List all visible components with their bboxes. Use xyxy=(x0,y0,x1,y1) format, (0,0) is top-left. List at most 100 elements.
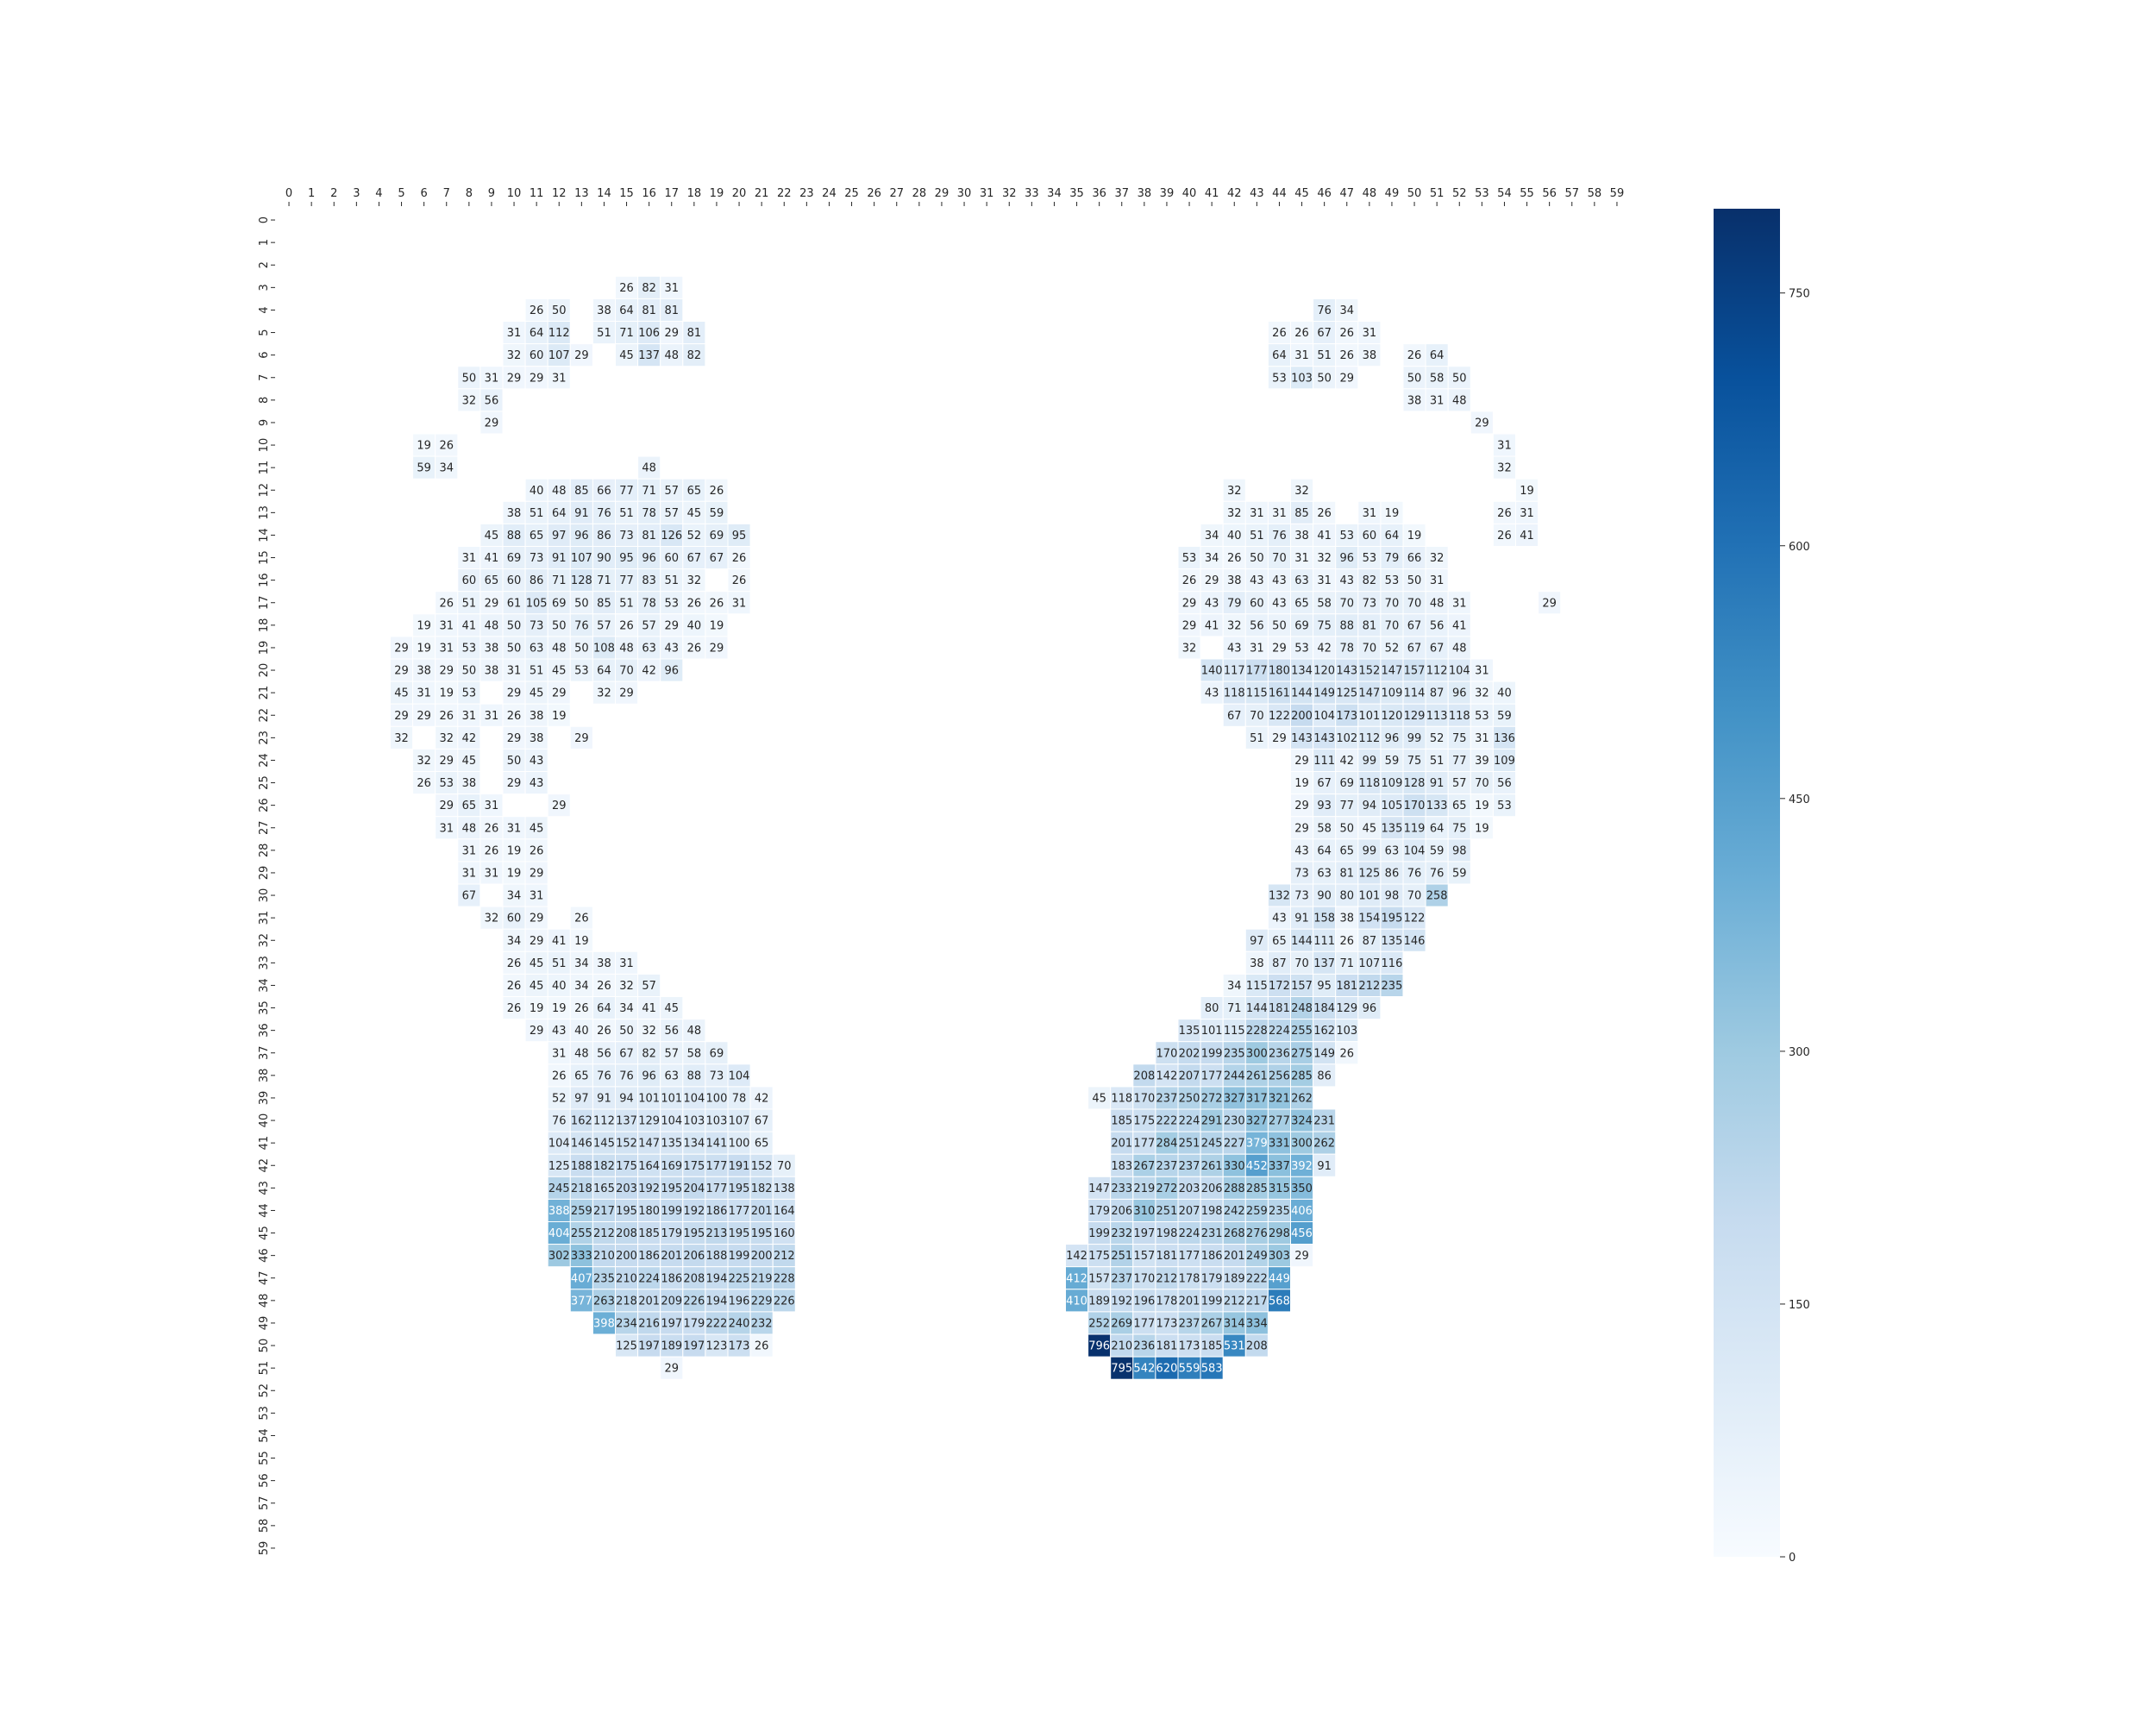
cell-value-label: 143 xyxy=(1291,732,1313,745)
cell-value-label: 26 xyxy=(1407,349,1422,362)
cell-value-label: 48 xyxy=(462,822,477,835)
heatmap-cell xyxy=(457,748,481,773)
x-tick-label: 47 xyxy=(1339,187,1354,200)
cell-value-label: 178 xyxy=(1179,1272,1200,1285)
heatmap-cell xyxy=(1200,1108,1224,1132)
cell-value-label: 71 xyxy=(1339,957,1354,970)
cell-value-label: 59 xyxy=(1430,844,1445,857)
cell-value-label: 39 xyxy=(1475,755,1489,768)
heatmap-cell xyxy=(772,1198,796,1223)
y-tick-label: 19 xyxy=(258,641,271,656)
heatmap-cell xyxy=(1267,1153,1292,1177)
cell-value-label: 251 xyxy=(1156,1205,1178,1218)
cell-value-label: 152 xyxy=(1358,665,1380,678)
y-tick-label: 16 xyxy=(258,573,271,587)
cell-value-label: 188 xyxy=(706,1250,728,1263)
cell-value-label: 60 xyxy=(462,574,477,587)
cell-value-label: 87 xyxy=(1430,687,1445,700)
cell-value-label: 45 xyxy=(664,1002,679,1015)
heatmap-cell xyxy=(1335,523,1359,548)
cell-value-label: 70 xyxy=(1407,890,1422,903)
cell-value-label: 300 xyxy=(1291,1138,1313,1151)
cell-value-label: 568 xyxy=(1269,1295,1290,1308)
cell-value-label: 107 xyxy=(548,349,570,362)
heatmap-cell xyxy=(1267,523,1292,548)
cell-value-label: 41 xyxy=(552,935,567,948)
heatmap-cell xyxy=(772,1266,796,1290)
cell-value-label: 69 xyxy=(552,597,567,610)
heatmap-cell xyxy=(1177,1131,1201,1155)
heatmap-cell xyxy=(1290,1041,1314,1065)
cell-value-label: 53 xyxy=(1363,552,1377,565)
heatmap-cell xyxy=(592,523,617,548)
cell-value-label: 177 xyxy=(706,1182,728,1195)
x-tick-label: 3 xyxy=(353,187,360,200)
heatmap-cell xyxy=(1402,725,1426,750)
heatmap-cell xyxy=(1538,591,1562,615)
cell-value-label: 69 xyxy=(710,530,724,543)
heatmap-cell xyxy=(705,636,729,660)
cell-value-label: 218 xyxy=(571,1182,592,1195)
heatmap-cell xyxy=(682,478,706,502)
cell-value-label: 51 xyxy=(1250,732,1264,745)
heatmap-cell xyxy=(1335,343,1359,367)
cell-value-label: 50 xyxy=(574,597,589,610)
y-tick-label: 44 xyxy=(258,1203,271,1218)
heatmap-cell xyxy=(1470,771,1494,795)
cell-value-label: 51 xyxy=(530,507,544,520)
heatmap-cell xyxy=(1335,366,1359,390)
heatmap-cell xyxy=(502,321,526,345)
cell-value-label: 50 xyxy=(462,372,477,385)
cell-value-label: 251 xyxy=(1111,1250,1132,1263)
cell-value-label: 85 xyxy=(1294,507,1309,520)
cell-value-label: 201 xyxy=(661,1250,682,1263)
cell-value-label: 50 xyxy=(1452,372,1467,385)
cell-value-label: 42 xyxy=(642,665,656,678)
cell-value-label: 59 xyxy=(1452,867,1467,880)
cell-value-label: 101 xyxy=(1358,710,1380,723)
x-tick-label: 40 xyxy=(1182,187,1197,200)
heatmap-cell xyxy=(390,658,414,682)
heatmap-cell xyxy=(1313,366,1337,390)
heatmap-cell xyxy=(1402,883,1426,907)
heatmap-cell xyxy=(1313,1108,1337,1132)
heatmap-cell xyxy=(524,996,548,1020)
heatmap-cell xyxy=(524,500,548,524)
cell-value-label: 51 xyxy=(1250,530,1264,543)
cell-value-label: 122 xyxy=(1404,913,1426,925)
cell-value-label: 29 xyxy=(507,732,522,745)
cell-value-label: 125 xyxy=(1358,867,1380,880)
cell-value-label: 199 xyxy=(661,1205,682,1218)
cell-value-label: 64 xyxy=(1385,530,1400,543)
heatmap-cell xyxy=(547,478,571,502)
cell-value-label: 53 xyxy=(1294,642,1309,655)
heatmap-cell xyxy=(682,613,706,637)
cell-value-label: 232 xyxy=(751,1317,773,1330)
x-tick-label: 54 xyxy=(1497,187,1512,200)
heatmap-cell xyxy=(1290,366,1314,390)
cell-value-label: 129 xyxy=(1404,710,1426,723)
heatmap-cell xyxy=(615,546,639,570)
cell-value-label: 245 xyxy=(548,1182,570,1195)
y-tick-label: 12 xyxy=(258,483,271,498)
cell-value-label: 88 xyxy=(507,530,522,543)
heatmap-cell xyxy=(682,1333,706,1358)
cell-value-label: 64 xyxy=(552,507,567,520)
cell-value-label: 32 xyxy=(619,980,634,993)
heatmap-cell xyxy=(682,1086,706,1110)
cell-value-label: 29 xyxy=(664,1363,679,1376)
cell-value-label: 173 xyxy=(1336,710,1357,723)
cell-value-label: 96 xyxy=(1385,732,1400,745)
cell-value-label: 196 xyxy=(729,1295,750,1308)
cell-value-label: 111 xyxy=(1313,935,1335,948)
cell-value-label: 67 xyxy=(710,552,724,565)
heatmap-cell xyxy=(1267,321,1292,345)
cell-value-label: 259 xyxy=(571,1205,592,1218)
cell-value-label: 129 xyxy=(638,1115,660,1128)
cell-value-label: 58 xyxy=(687,1047,702,1060)
cell-value-label: 208 xyxy=(1246,1340,1268,1353)
heatmap-cell xyxy=(1244,1131,1269,1155)
cell-value-label: 26 xyxy=(1182,574,1197,587)
cell-value-label: 173 xyxy=(1179,1340,1200,1353)
heatmap-cell xyxy=(1244,1108,1269,1132)
